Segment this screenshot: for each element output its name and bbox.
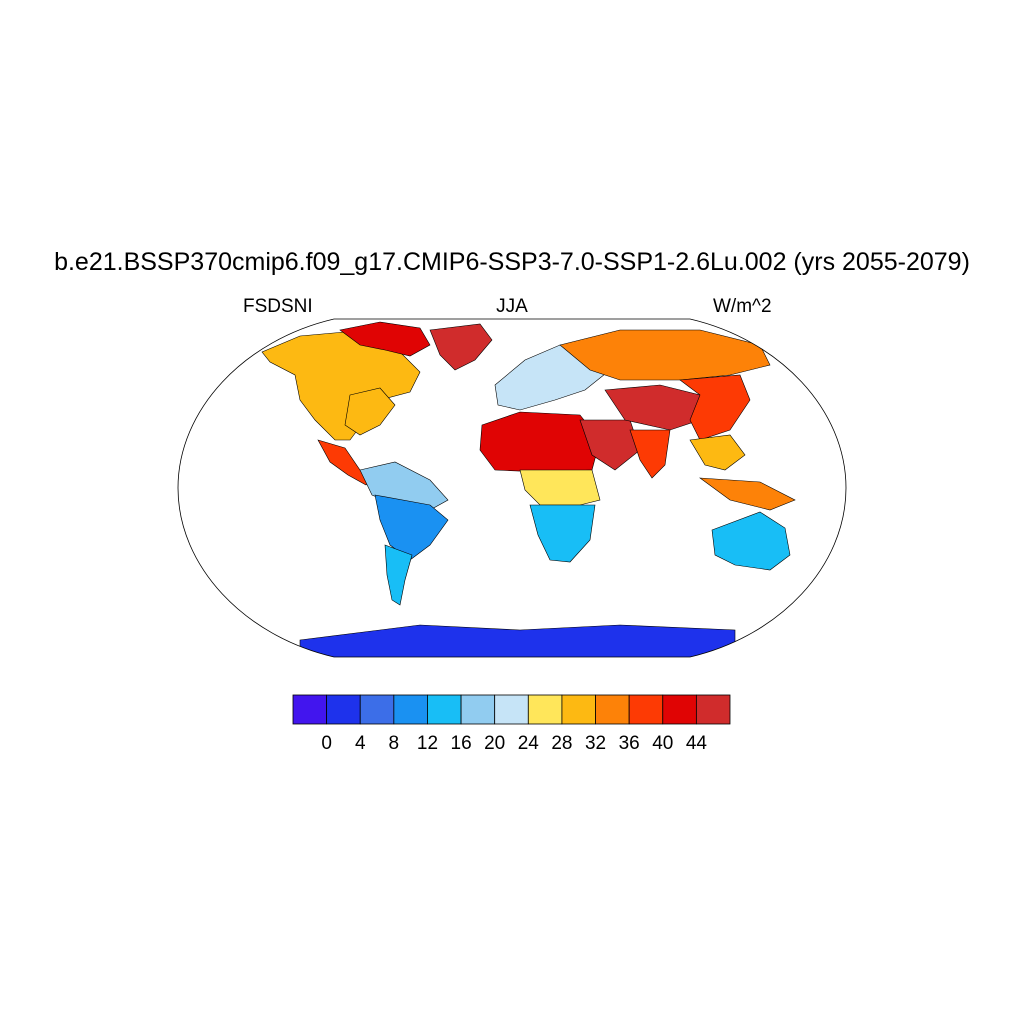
- variable-label: FSDSNI: [243, 296, 313, 317]
- colorbar-tick-label: 4: [355, 733, 366, 754]
- colorbar-tick-label: 24: [518, 733, 540, 754]
- land-southeast-asia: [689, 434, 746, 471]
- land-layer: [261, 321, 796, 657]
- colorbar-tick-label: 12: [417, 733, 438, 754]
- land-south-america-south: [384, 544, 413, 606]
- colorbar-swatch-3: [393, 694, 428, 725]
- map-boundary: [177, 318, 847, 658]
- land-north-america-arctic: [339, 321, 431, 357]
- colorbar-swatch-12: [695, 694, 731, 725]
- colorbar-swatch-1: [326, 694, 361, 725]
- colorbar-tick-label: 32: [585, 733, 606, 754]
- colorbar-tick-label: 0: [321, 733, 332, 754]
- land-arabia: [579, 419, 641, 471]
- land-antarctica: [299, 624, 736, 657]
- colorbar-swatch-2: [359, 694, 395, 725]
- colorbar-tick-label: 28: [551, 733, 572, 754]
- colorbar-tick-label: 36: [619, 733, 640, 754]
- season-label: JJA: [496, 296, 528, 317]
- colorbar-tick-label: 16: [451, 733, 472, 754]
- colorbar-tick-label: 40: [652, 733, 673, 754]
- plot-title: b.e21.BSSP370cmip6.f09_g17.CMIP6-SSP3-7.…: [54, 248, 970, 276]
- land-india: [629, 429, 671, 479]
- land-south-america-central: [374, 494, 449, 561]
- colorbar-swatch-5: [460, 694, 496, 725]
- land-southern-africa: [529, 504, 596, 563]
- land-china: [679, 374, 751, 441]
- colorbar-tick-label: 44: [686, 733, 708, 754]
- land-north-america-east: [344, 387, 396, 436]
- colorbar-swatch-7: [527, 694, 563, 725]
- land-australia: [711, 511, 791, 571]
- colorbar-tick-label: 20: [484, 733, 505, 754]
- colorbar-swatch-11: [662, 694, 697, 725]
- colorbar-swatch-0: [292, 694, 328, 725]
- colorbar-swatch-9: [595, 694, 630, 725]
- colorbar-swatch-4: [427, 694, 462, 725]
- colorbar-swatch-6: [494, 694, 529, 725]
- land-greenland: [429, 323, 493, 371]
- colorbar-tick-label: 8: [389, 733, 400, 754]
- land-indonesia: [698, 477, 796, 511]
- colorbar-swatch-10: [628, 694, 664, 725]
- land-siberia: [559, 329, 771, 381]
- colorbar-swatch-8: [561, 694, 596, 725]
- units-label: W/m^2: [713, 296, 772, 317]
